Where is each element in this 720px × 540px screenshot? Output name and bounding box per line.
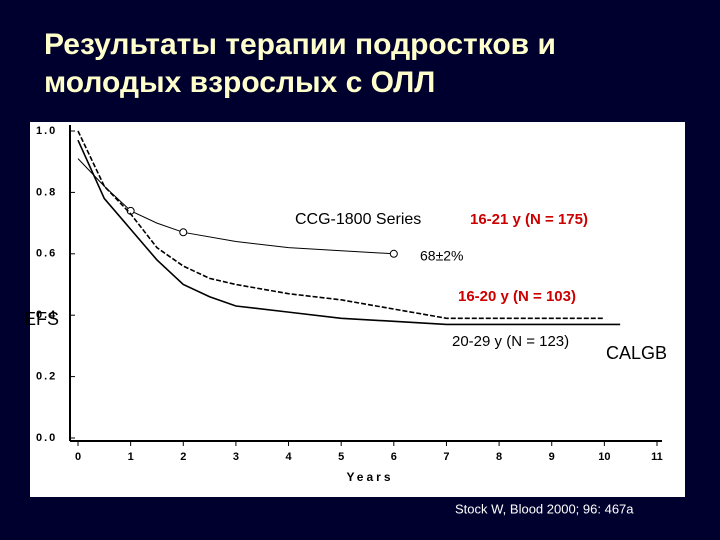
x-tick-label: 1 — [128, 451, 134, 463]
y-tick-label: 0.0 — [36, 432, 57, 444]
y-tick-label: 0.8 — [36, 186, 57, 198]
x-tick-label: 11 — [651, 451, 663, 463]
x-axis-label: Years — [346, 470, 393, 484]
x-tick-label: 8 — [496, 451, 502, 463]
x-tick-label: 7 — [443, 451, 449, 463]
annotation: 68±2% — [420, 248, 464, 264]
chart-panel — [30, 122, 685, 497]
x-tick-label: 5 — [338, 451, 344, 463]
title-line: Результаты терапии подростков и — [44, 28, 556, 61]
annotation: CCG-1800 Series — [295, 211, 421, 228]
x-tick-label: 3 — [233, 451, 239, 463]
y-tick-label: 1.0 — [36, 125, 57, 137]
x-tick-label: 9 — [549, 451, 555, 463]
point-marker — [179, 228, 188, 237]
y-tick-label: 0.6 — [36, 248, 57, 260]
x-tick-label: 6 — [391, 451, 397, 463]
y-tick-label: 0.4 — [36, 309, 57, 321]
series-line — [77, 139, 621, 326]
annotation: 16-20 y (N = 103) — [458, 288, 576, 305]
x-tick-label: 10 — [598, 451, 610, 463]
series-line — [77, 130, 605, 320]
x-tick-label: 4 — [285, 451, 292, 463]
x-tick-label: 2 — [180, 451, 186, 463]
y-axis-label: EFS — [24, 309, 59, 329]
annotation: 16-21 y (N = 175) — [470, 211, 588, 228]
annotation: 20-29 y (N = 123) — [452, 333, 569, 350]
y-tick-label: 0.2 — [36, 371, 57, 383]
title-line: молодых взрослых с ОЛЛ — [44, 66, 435, 99]
annotation: CALGB — [606, 343, 667, 363]
source: Stock W, Blood 2000; 96: 467a — [455, 501, 634, 516]
x-tick-label: 0 — [75, 451, 81, 463]
point-marker — [389, 249, 398, 258]
